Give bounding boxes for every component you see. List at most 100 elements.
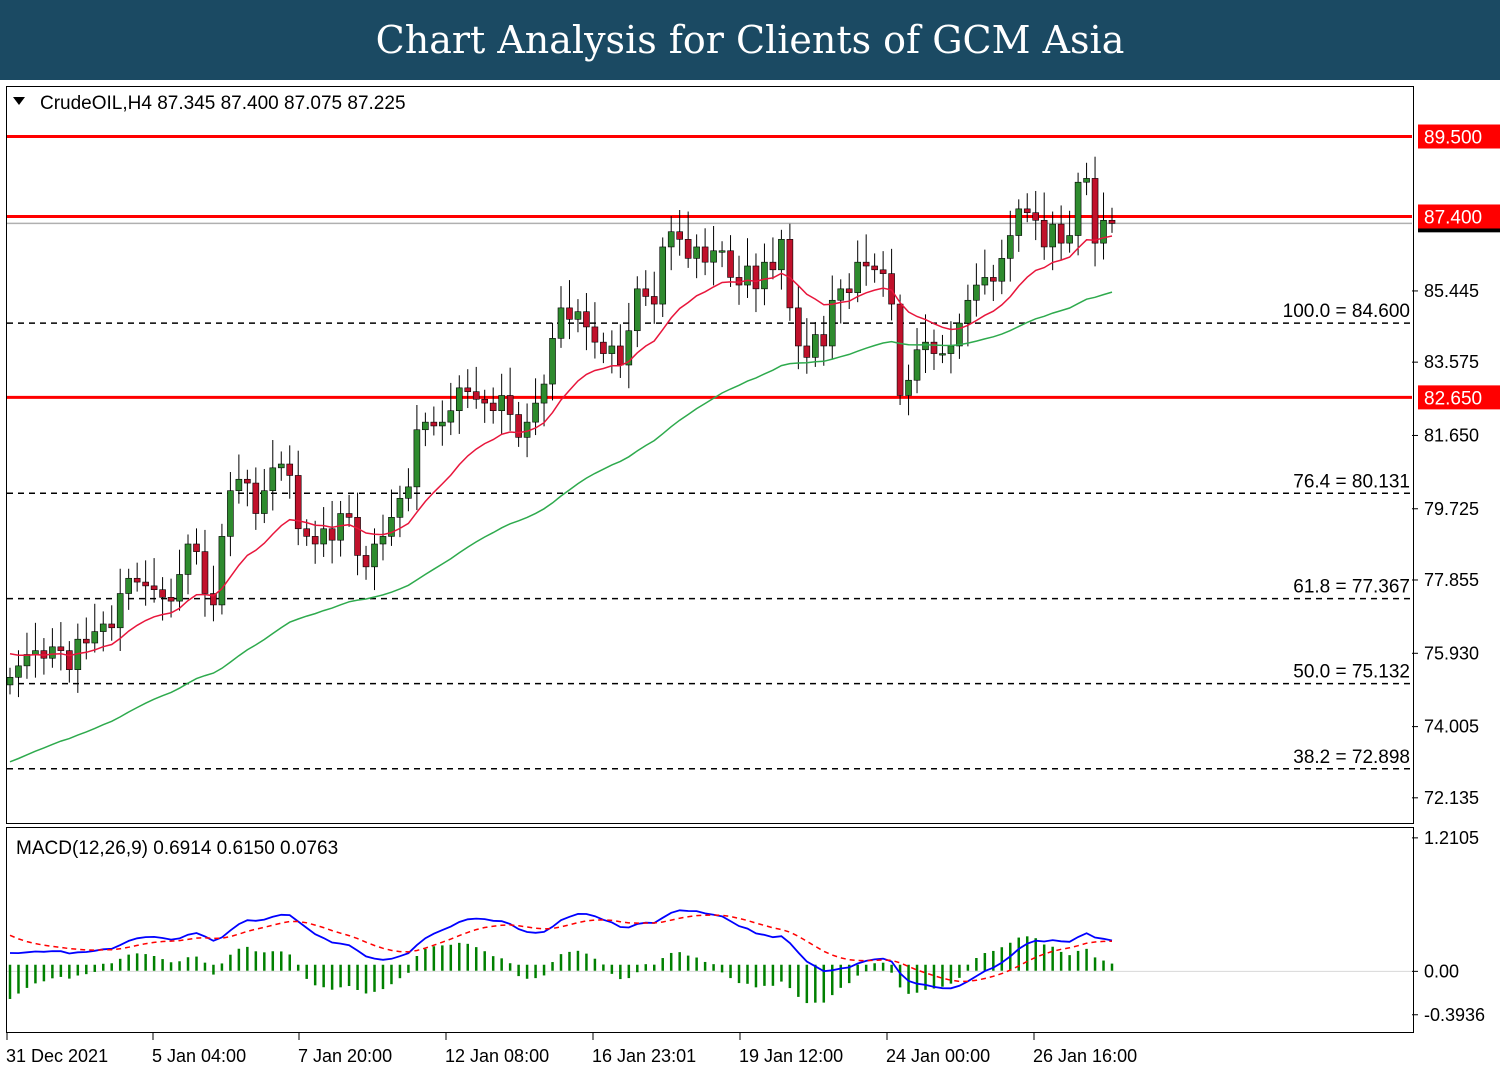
candle-body: [727, 250, 734, 278]
candle-body: [294, 475, 302, 530]
candle-body: [752, 265, 760, 290]
candle-body: [583, 311, 590, 328]
candle-body: [905, 379, 912, 396]
price-chart-panel[interactable]: [6, 86, 1414, 824]
candle-body: [472, 391, 480, 400]
candle-body: [167, 597, 175, 602]
candle-body: [998, 258, 1006, 282]
candle-body: [532, 402, 539, 423]
candle-body: [820, 334, 828, 347]
candle-body: [608, 345, 616, 354]
candle-body: [854, 261, 861, 293]
candle-body: [718, 250, 726, 253]
y-tick-label: 72.135: [1424, 788, 1479, 808]
candle-body: [506, 395, 514, 415]
candle-body: [396, 497, 404, 518]
candle-body: [701, 246, 709, 263]
candle-body: [311, 536, 319, 545]
dropdown-triangle-icon[interactable]: [13, 97, 25, 105]
candle-body: [49, 646, 56, 659]
candle-body: [235, 478, 243, 491]
y-tick-label: 85.445: [1424, 281, 1479, 301]
candle-body: [862, 261, 870, 267]
x-tick-label: 7 Jan 20:00: [298, 1046, 392, 1066]
candle-body: [1083, 178, 1090, 183]
candle-body: [633, 288, 641, 332]
candle-body: [913, 349, 921, 381]
candle-body: [388, 517, 395, 537]
x-tick-label: 24 Jan 00:00: [886, 1046, 990, 1066]
candle-body: [320, 528, 327, 545]
candle-body: [108, 623, 116, 629]
candle-body: [676, 231, 683, 240]
candle-body: [871, 265, 878, 271]
candle-body: [82, 638, 90, 644]
candle-body: [1040, 219, 1048, 248]
ma-slow-line: [9, 291, 1113, 763]
candle-body: [354, 517, 361, 556]
candle-body: [896, 303, 904, 396]
candle-body: [252, 482, 260, 514]
candle-body: [6, 676, 14, 686]
y-tick-label: 83.575: [1424, 352, 1479, 372]
candle-body: [193, 543, 200, 552]
candle-body: [481, 398, 489, 404]
candle-body: [625, 330, 633, 366]
candle-body: [650, 296, 658, 305]
candle-body: [1023, 208, 1031, 213]
candle-body: [786, 239, 794, 309]
candle-body: [600, 341, 607, 354]
symbol-header: CrudeOIL,H4 87.345 87.400 87.075 87.225: [40, 93, 406, 114]
candle-body: [23, 654, 31, 667]
candle-body: [210, 593, 217, 606]
candle-body: [574, 311, 582, 320]
macd-tick-label: 1.2105: [1424, 828, 1479, 848]
candle-body: [464, 387, 472, 392]
candle-body: [345, 513, 353, 518]
candle-body: [761, 261, 768, 290]
candle-body: [15, 665, 22, 678]
level-label-82650: 82.650: [1418, 385, 1500, 410]
candle-body: [922, 341, 929, 351]
candle-body: [1049, 223, 1056, 248]
candle-body: [498, 395, 505, 412]
candle-body: [684, 239, 692, 259]
candle-body: [277, 463, 285, 469]
candle-body: [947, 345, 955, 354]
candle-body: [642, 288, 650, 297]
level-label-87400: 87.400: [1418, 204, 1500, 229]
candle-body: [828, 299, 836, 347]
candle-body: [261, 490, 268, 514]
x-tick-label: 26 Jan 16:00: [1033, 1046, 1137, 1066]
candle-body: [455, 387, 463, 412]
candle-body: [769, 261, 777, 271]
candle-body: [362, 555, 370, 568]
candle-body: [269, 467, 277, 491]
candle-body: [973, 284, 980, 301]
candle-body: [990, 277, 997, 282]
candle-body: [1066, 235, 1073, 244]
candle-body: [956, 322, 963, 347]
candle-body: [1100, 219, 1107, 244]
candle-body: [244, 478, 251, 484]
candle-body: [176, 574, 183, 602]
candle-body: [430, 421, 438, 427]
candle-body: [981, 277, 989, 286]
candle-body: [1091, 178, 1099, 244]
x-tick-label: 12 Jan 08:00: [445, 1046, 549, 1066]
candle-body: [184, 543, 192, 575]
y-tick-label: 81.650: [1424, 425, 1479, 445]
candle-body: [659, 246, 667, 305]
macd-header: MACD(12,26,9) 0.6914 0.6150 0.0763: [16, 838, 338, 859]
macd-panel[interactable]: [6, 827, 1414, 1033]
macd-tick-label: -0.3936: [1424, 1005, 1485, 1025]
macd-main-line: [9, 909, 1113, 990]
fib-label-61-8: 61.8 = 77.367: [1293, 577, 1410, 598]
svg-text:82.650: 82.650: [1424, 388, 1482, 409]
candle-body: [693, 246, 700, 259]
candle-body: [150, 585, 158, 590]
candle-body: [218, 536, 226, 606]
candle-body: [939, 353, 946, 356]
candle-body: [879, 269, 887, 274]
